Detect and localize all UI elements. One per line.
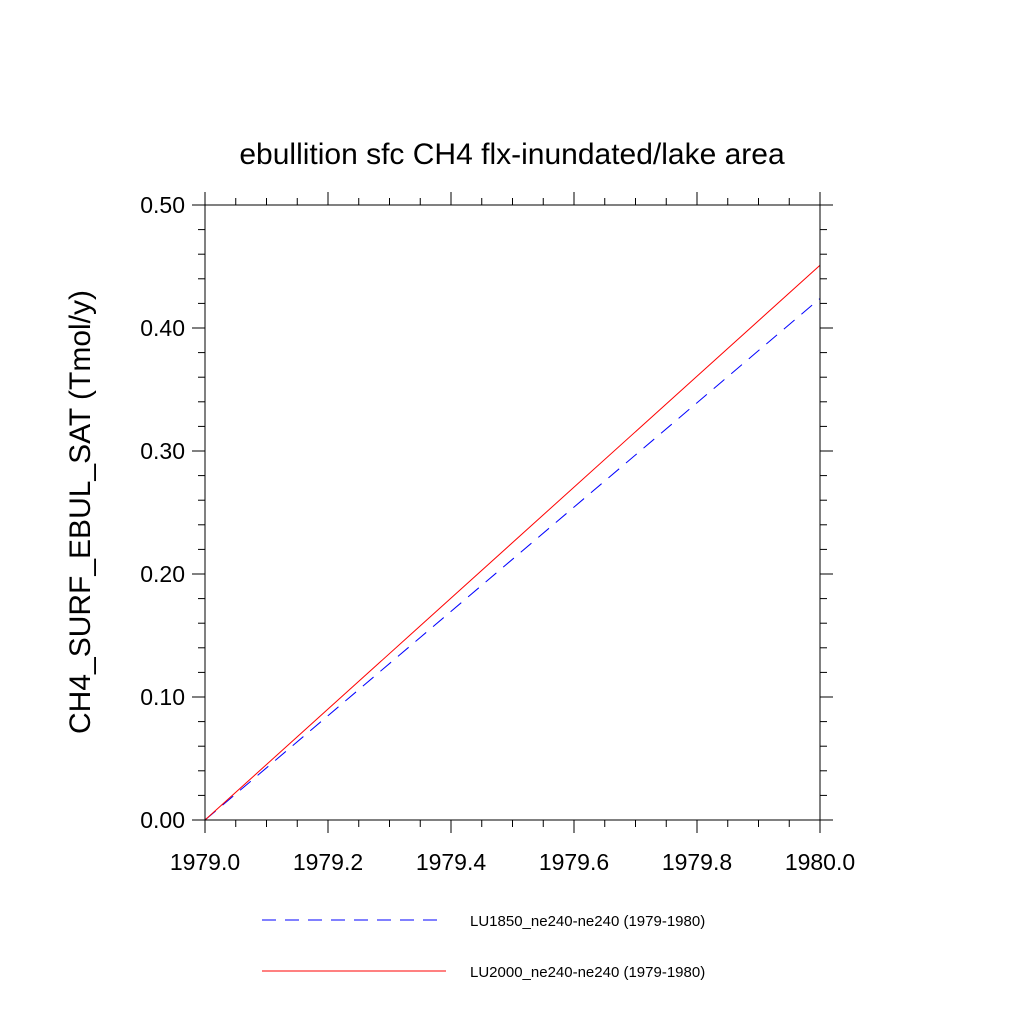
y-axis-label: CH4_SURF_EBUL_SAT (Tmol/y)	[64, 290, 97, 734]
tick-labels: 1979.0 1979.2 1979.4 1979.6 1979.8 1980.0 0.00…	[140, 192, 855, 875]
plot-series	[204, 264, 821, 821]
y-tick-label: 0.50	[140, 192, 185, 218]
y-tick-label: 0.00	[140, 807, 185, 833]
x-tick-label: 1979.4	[416, 849, 487, 875]
x-tick-label: 1979.6	[539, 849, 609, 875]
y-tick-label: 0.20	[140, 561, 185, 587]
y-tick-label: 0.40	[140, 315, 185, 341]
legend-label: LU2000_ne240-ne240 (1979-1980)	[470, 964, 705, 981]
axis-ticks	[192, 192, 833, 833]
x-tick-label: 1979.0	[170, 849, 240, 875]
legend-label: LU1850_ne240-ne240 (1979-1980)	[470, 913, 705, 930]
series-line	[204, 298, 821, 821]
plot-frame	[204, 204, 821, 821]
x-tick-label: 1979.2	[293, 849, 363, 875]
x-tick-label: 1980.0	[785, 849, 855, 875]
legend: LU1850_ne240-ne240 (1979-1980) LU2000_ne2…	[262, 913, 705, 981]
series-line	[204, 264, 821, 821]
chart-title: ebullition sfc CH4 flx-inundated/lake ar…	[239, 138, 785, 171]
y-tick-label: 0.30	[140, 438, 185, 464]
x-tick-label: 1979.8	[662, 849, 732, 875]
y-tick-label: 0.10	[140, 684, 185, 710]
